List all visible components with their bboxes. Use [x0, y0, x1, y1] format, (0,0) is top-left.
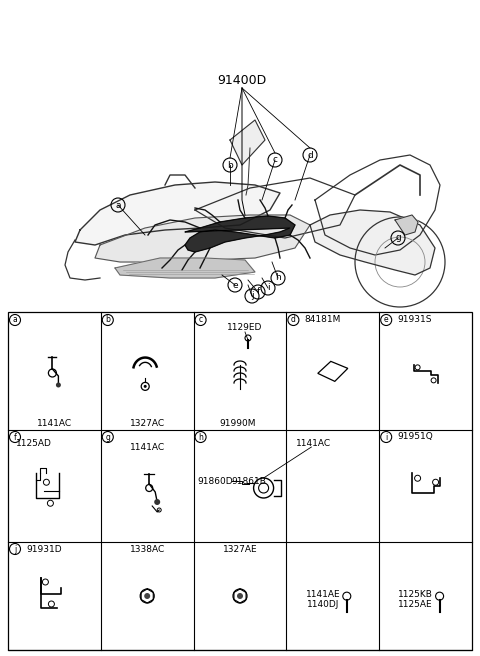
- Text: i: i: [267, 283, 269, 293]
- Text: 91860D: 91860D: [198, 476, 233, 485]
- Text: 1141AC: 1141AC: [130, 443, 165, 453]
- Text: i: i: [385, 432, 387, 441]
- Text: 1140DJ: 1140DJ: [307, 600, 339, 609]
- Text: b: b: [106, 316, 110, 325]
- Text: 91951Q: 91951Q: [397, 432, 433, 441]
- Text: 1327AC: 1327AC: [130, 419, 165, 428]
- Text: 91400D: 91400D: [217, 73, 266, 87]
- Text: 1125AD: 1125AD: [16, 438, 52, 447]
- Text: d: d: [307, 150, 313, 159]
- Polygon shape: [95, 215, 310, 262]
- Text: g: g: [395, 234, 401, 243]
- Text: 1338AC: 1338AC: [130, 544, 165, 554]
- Text: 1141AC: 1141AC: [37, 419, 72, 428]
- Text: 91931S: 91931S: [397, 316, 432, 325]
- Text: d: d: [291, 316, 296, 325]
- Polygon shape: [310, 210, 435, 275]
- Text: 91931D: 91931D: [26, 544, 61, 554]
- Text: f: f: [13, 432, 16, 441]
- Polygon shape: [395, 215, 418, 235]
- Text: 91861B: 91861B: [231, 476, 266, 485]
- Text: e: e: [384, 316, 388, 325]
- Text: h: h: [275, 274, 281, 283]
- Polygon shape: [230, 120, 265, 165]
- Text: f: f: [256, 287, 260, 297]
- Circle shape: [144, 385, 147, 388]
- Text: 91990M: 91990M: [220, 419, 256, 428]
- Text: 1141AE: 1141AE: [305, 590, 340, 599]
- Polygon shape: [75, 182, 280, 245]
- Text: 1125AE: 1125AE: [398, 600, 433, 609]
- Circle shape: [56, 382, 61, 388]
- Text: b: b: [227, 161, 233, 169]
- Text: j: j: [14, 544, 16, 554]
- Circle shape: [144, 593, 150, 599]
- Text: e: e: [232, 281, 238, 289]
- Bar: [8, 312, 472, 650]
- Text: j: j: [251, 291, 253, 300]
- Text: c: c: [273, 155, 277, 165]
- Circle shape: [237, 593, 243, 599]
- Circle shape: [154, 499, 160, 505]
- Text: 1129ED: 1129ED: [228, 323, 263, 333]
- Text: a: a: [115, 201, 121, 209]
- Text: g: g: [106, 432, 110, 441]
- Text: 1327AE: 1327AE: [223, 544, 257, 554]
- Text: c: c: [199, 316, 203, 325]
- Text: 84181M: 84181M: [304, 316, 341, 325]
- Polygon shape: [185, 216, 295, 252]
- Text: 1125KB: 1125KB: [398, 590, 433, 599]
- Text: h: h: [198, 432, 203, 441]
- Polygon shape: [115, 258, 255, 278]
- Text: 1141AC: 1141AC: [296, 438, 332, 447]
- Text: a: a: [12, 316, 17, 325]
